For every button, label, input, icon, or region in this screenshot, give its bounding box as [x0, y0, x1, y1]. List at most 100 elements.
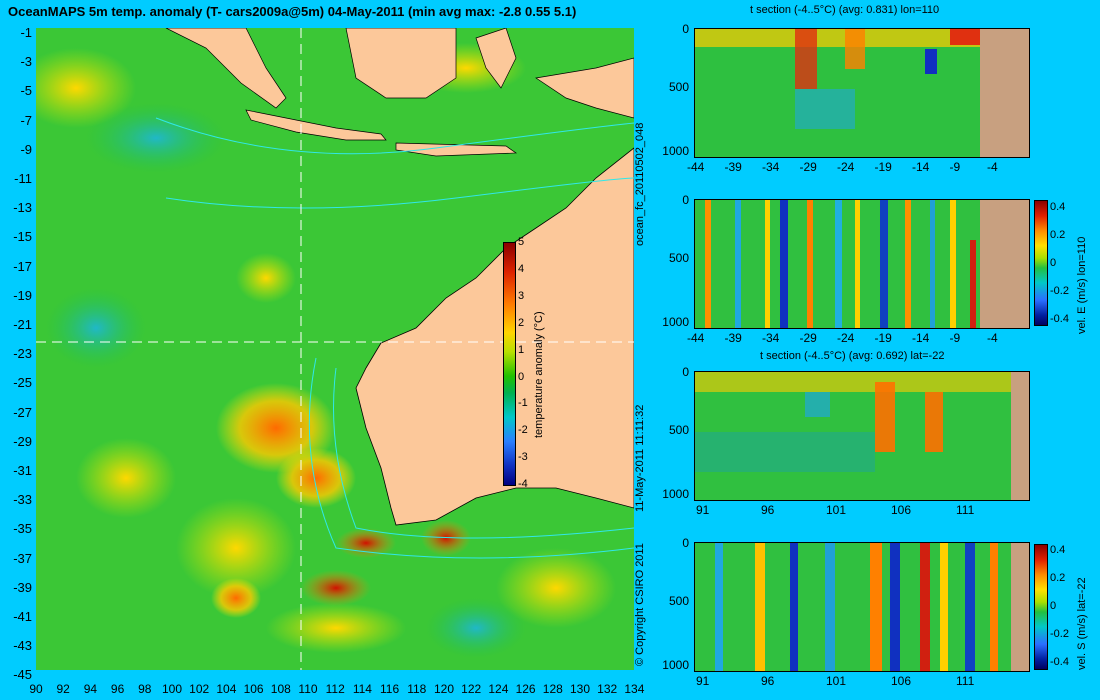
section-x-label: -4: [987, 331, 998, 345]
main-map[interactable]: [36, 28, 634, 670]
section-colorbar-tick: -0.4: [1050, 313, 1069, 325]
vel-east-plot: [695, 200, 1029, 328]
lon-tick-label: 124: [488, 682, 509, 696]
colorbar-tick-label: 0: [518, 370, 525, 383]
section-x-label: -9: [949, 331, 961, 345]
temp-section-lon110-plot: [695, 29, 1029, 157]
section-colorbar-tick: 0.2: [1050, 572, 1066, 584]
lat-tick-label: -35: [13, 521, 32, 537]
section-depth-label: 500: [668, 251, 689, 265]
panel3-title: t section (-4..5°C) (avg: 0.692) lat=-22: [760, 350, 945, 362]
colorbar-tick-label: 3: [518, 289, 525, 302]
section-depth-label: 0: [682, 193, 689, 207]
lon-tick-label: 112: [325, 682, 345, 696]
lat-tick-label: -3: [20, 54, 32, 70]
section-x-label: -19: [874, 331, 892, 345]
lat-tick-label: -13: [13, 200, 32, 216]
section-x-label: -4: [987, 160, 998, 174]
lat-tick-label: -39: [13, 579, 32, 595]
lon-tick-label: 98: [138, 682, 152, 696]
section-x-label: 101: [826, 503, 847, 517]
section-x-label: -29: [799, 160, 817, 174]
section-x-label: -14: [912, 331, 930, 345]
section-x-label: -39: [724, 331, 742, 345]
lon-tick-label: 134: [624, 682, 645, 696]
lat-tick-label: -17: [13, 258, 32, 274]
colorbar-tick-label: 1: [518, 343, 525, 356]
lat-tick-label: -45: [13, 667, 32, 683]
lat-tick-label: -1: [20, 25, 32, 40]
section-x-label: -14: [912, 160, 930, 174]
lon-tick-label: 122: [461, 682, 482, 696]
section-colorbar-tick: -0.2: [1050, 285, 1069, 297]
section-x-label: -34: [762, 160, 780, 174]
section-x-label: 91: [696, 674, 710, 688]
lat-tick-label: -27: [13, 404, 32, 420]
vel-east-label: vel. E (m/s) lon=110: [1076, 236, 1088, 334]
vel-south-section-lat22[interactable]: [694, 542, 1030, 672]
section-colorbar-tick: -0.4: [1050, 656, 1069, 668]
lon-tick-label: 132: [597, 682, 618, 696]
lat-tick-label: -5: [20, 83, 32, 99]
section-x-label: -44: [687, 160, 705, 174]
section-x-label: -39: [724, 160, 742, 174]
section-x-label: -29: [799, 331, 817, 345]
section-colorbar-tick: 0: [1050, 600, 1057, 612]
lon-tick-label: 110: [298, 682, 318, 696]
lon-tick-label: 90: [29, 682, 43, 696]
lon-tick-label: 128: [542, 682, 563, 696]
section-x-label: 91: [696, 503, 710, 517]
colorbar-tick-label: -4: [518, 478, 528, 491]
colorbar-tick-label: -3: [518, 451, 528, 464]
section-x-label: 106: [891, 674, 912, 688]
section-x-label: 111: [956, 674, 975, 688]
colorbar-tick-label: -2: [518, 424, 528, 437]
section-depth-label: 1000: [662, 658, 689, 672]
lat-tick-label: -43: [13, 638, 32, 654]
lon-tick-label: 118: [407, 682, 427, 696]
lat-tick-label: -7: [20, 112, 32, 128]
run-id-label: ocean_fc_20110502_048: [634, 122, 646, 246]
section-x-label: 96: [761, 674, 775, 688]
colorbar-tick-label: -1: [518, 397, 528, 410]
section-depth-label: 500: [668, 80, 689, 94]
temp-section-lon110[interactable]: [694, 28, 1030, 158]
section-depth-label: 0: [682, 536, 689, 550]
section-x-label: -44: [687, 331, 705, 345]
lat-tick-label: -21: [13, 317, 32, 332]
section-colorbar-tick: 0.4: [1050, 201, 1066, 213]
lon-tick-label: 94: [83, 682, 98, 696]
lat-tick-label: -25: [13, 375, 32, 391]
lon-tick-label: 102: [189, 682, 210, 696]
colorbar-tick-label: 4: [518, 262, 525, 275]
lat-tick-label: -9: [20, 141, 32, 157]
lon-tick-label: 126: [515, 682, 536, 696]
lon-tick-label: 114: [352, 682, 372, 696]
lat-tick-label: -15: [13, 229, 32, 245]
map-colorbar: [503, 242, 516, 486]
lon-tick-label: 130: [569, 682, 591, 696]
colorbar-tick-label: 5: [518, 236, 525, 248]
section-depth-label: 1000: [662, 487, 689, 501]
section-depth-label: 0: [682, 22, 689, 36]
panel1-title: t section (-4..5°C) (avg: 0.831) lon=110: [750, 4, 940, 16]
vel-south-plot: [695, 543, 1029, 671]
lat-tick-label: -19: [13, 287, 32, 303]
temp-section-lat22-plot: [695, 372, 1029, 500]
section-colorbar-tick: 0.4: [1050, 544, 1066, 556]
lon-tick-label: 116: [380, 682, 400, 696]
lat-tick-label: -29: [13, 433, 32, 449]
temp-section-lat22[interactable]: [694, 371, 1030, 501]
lon-tick-label: 96: [110, 682, 125, 696]
section-x-label: -9: [949, 160, 961, 174]
section-x-label: -34: [762, 331, 780, 345]
lon-tick-label: 120: [433, 682, 455, 696]
section-x-label: 101: [826, 674, 847, 688]
section-depth-label: 500: [668, 423, 689, 437]
vel-east-colorbar: [1034, 200, 1048, 326]
lat-tick-label: -33: [13, 492, 32, 508]
section-x-label: -24: [837, 331, 855, 345]
vel-east-section-lon110[interactable]: [694, 199, 1030, 329]
section-x-label: -24: [837, 160, 855, 174]
map-title: OceanMAPS 5m temp. anomaly (T- cars2009a…: [8, 4, 577, 19]
